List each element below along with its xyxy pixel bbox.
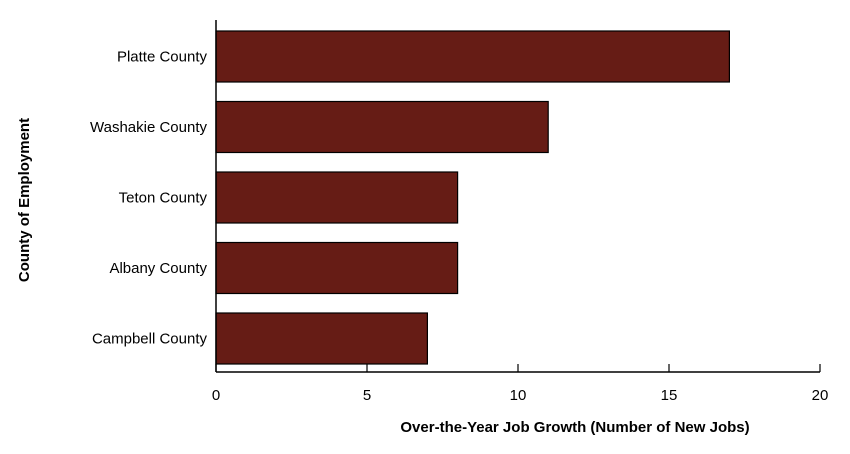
category-label: Washakie County [90, 119, 207, 136]
bars-group [215, 30, 731, 365]
category-label: Teton County [119, 190, 208, 207]
x-tick-label: 0 [212, 387, 220, 404]
x-tick-label: 15 [661, 387, 678, 404]
x-tick-label: 20 [812, 387, 829, 404]
category-label: Albany County [109, 260, 207, 277]
x-tick-label: 5 [363, 387, 371, 404]
category-labels-group: Platte County Washakie County Teton County… [90, 49, 207, 348]
x-ticks-group: 0 5 10 15 20 [212, 364, 829, 404]
x-axis-title: Over-the-Year Job Growth (Number of New … [400, 419, 749, 436]
bar [215, 100, 549, 154]
bar [215, 312, 428, 365]
y-axis-title: County of Employment [16, 118, 33, 282]
category-label: Campbell County [92, 331, 208, 348]
bar [215, 241, 459, 295]
x-tick-label: 10 [510, 387, 527, 404]
bar [215, 171, 459, 224]
category-label: Platte County [117, 49, 208, 66]
bar [215, 30, 731, 83]
